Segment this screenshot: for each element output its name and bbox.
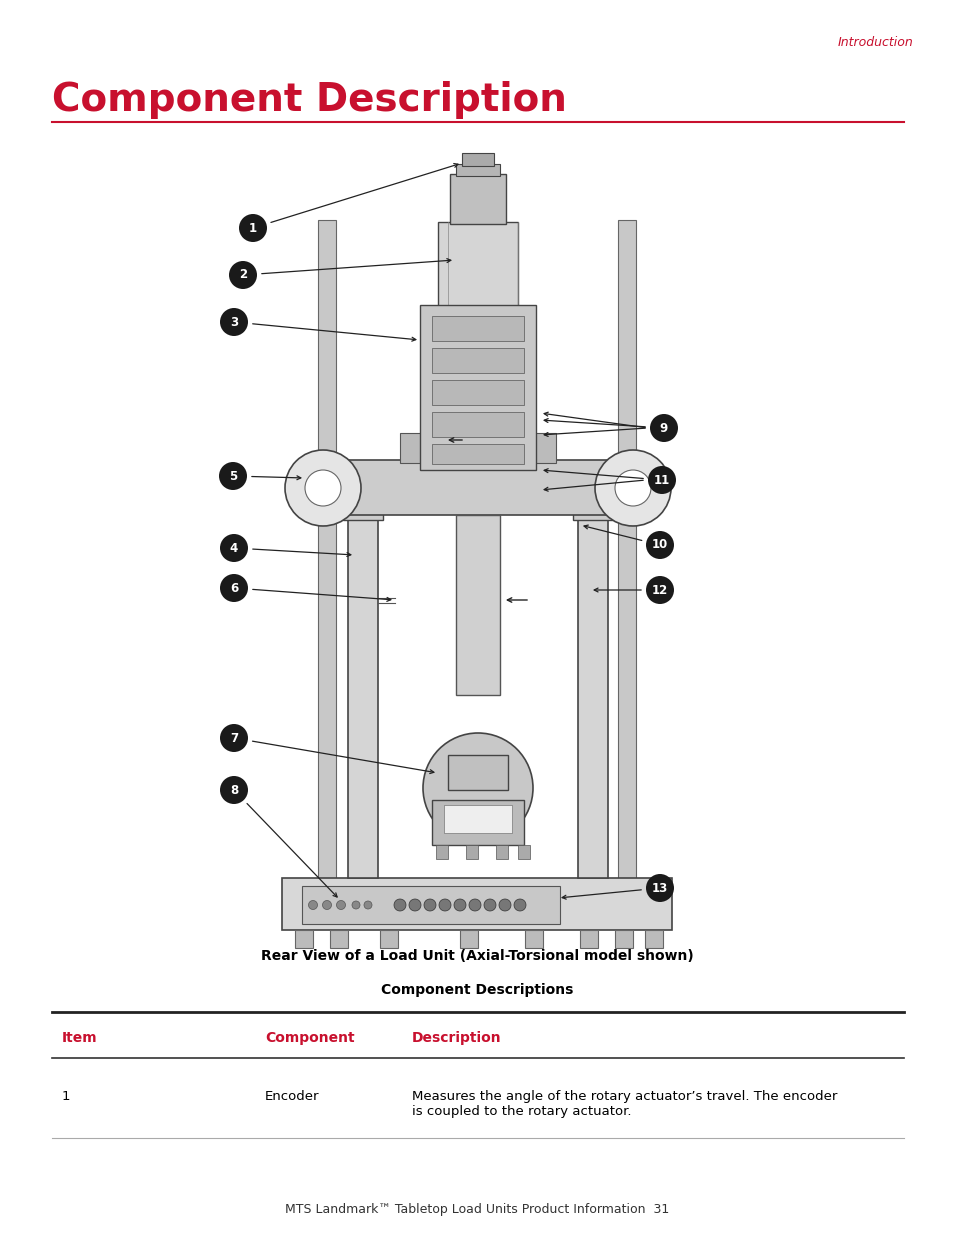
Text: Introduction: Introduction	[837, 36, 913, 48]
Circle shape	[364, 902, 372, 909]
Circle shape	[645, 874, 673, 902]
Circle shape	[615, 471, 650, 506]
Circle shape	[220, 776, 248, 804]
Bar	[432, 316, 523, 341]
Text: 9: 9	[659, 421, 667, 435]
Circle shape	[336, 900, 345, 909]
Circle shape	[595, 450, 670, 526]
Bar	[343, 508, 382, 520]
Bar	[432, 445, 523, 464]
Bar	[299, 459, 656, 515]
Bar	[348, 515, 377, 878]
Circle shape	[423, 899, 436, 911]
Text: 7: 7	[230, 731, 238, 745]
Bar	[456, 515, 499, 695]
Circle shape	[220, 724, 248, 752]
Text: Item: Item	[62, 1031, 97, 1045]
Circle shape	[454, 899, 465, 911]
Circle shape	[483, 899, 496, 911]
Circle shape	[322, 900, 331, 909]
Bar	[573, 508, 613, 520]
Bar	[450, 174, 505, 224]
Bar	[436, 845, 448, 860]
Text: 13: 13	[651, 882, 667, 894]
Text: 12: 12	[651, 583, 667, 597]
Circle shape	[645, 531, 673, 559]
Bar	[618, 220, 636, 881]
Bar	[432, 412, 523, 437]
Text: Description: Description	[412, 1031, 501, 1045]
Text: Component Description: Component Description	[52, 82, 566, 119]
Bar	[496, 845, 507, 860]
Bar	[432, 380, 523, 405]
Circle shape	[219, 462, 247, 490]
Bar	[282, 878, 671, 930]
Circle shape	[229, 261, 256, 289]
Bar	[432, 348, 523, 373]
Circle shape	[220, 534, 248, 562]
Circle shape	[394, 899, 406, 911]
Circle shape	[352, 902, 359, 909]
Bar	[517, 845, 530, 860]
Text: 5: 5	[229, 469, 237, 483]
Circle shape	[285, 450, 360, 526]
Bar	[615, 930, 633, 948]
Circle shape	[308, 900, 317, 909]
Bar	[432, 800, 523, 845]
Text: 6: 6	[230, 582, 238, 594]
Circle shape	[498, 899, 511, 911]
Bar	[461, 153, 494, 165]
Circle shape	[422, 734, 533, 844]
Circle shape	[469, 899, 480, 911]
Text: Measures the angle of the rotary actuator’s travel. The encoder
is coupled to th: Measures the angle of the rotary actuato…	[412, 1091, 837, 1118]
Circle shape	[220, 308, 248, 336]
Circle shape	[239, 214, 267, 242]
Circle shape	[409, 899, 420, 911]
Text: 11: 11	[653, 473, 669, 487]
Text: 4: 4	[230, 541, 238, 555]
Bar	[399, 433, 421, 463]
Circle shape	[514, 899, 525, 911]
Text: 3: 3	[230, 315, 238, 329]
Text: 10: 10	[651, 538, 667, 552]
Bar	[456, 164, 499, 177]
Text: Encoder: Encoder	[265, 1091, 319, 1103]
Text: MTS Landmark™ Tabletop Load Units Product Information  31: MTS Landmark™ Tabletop Load Units Produc…	[285, 1203, 668, 1216]
Bar	[330, 930, 348, 948]
Text: Rear View of a Load Unit (Axial-Torsional model shown): Rear View of a Load Unit (Axial-Torsiona…	[260, 948, 693, 963]
Text: Component Descriptions: Component Descriptions	[380, 983, 573, 997]
Bar	[379, 930, 397, 948]
Bar	[459, 930, 477, 948]
Bar	[317, 220, 335, 881]
Bar	[448, 755, 507, 790]
Bar	[437, 222, 517, 462]
Circle shape	[305, 471, 340, 506]
Bar	[578, 515, 607, 878]
Text: 1: 1	[249, 221, 256, 235]
Circle shape	[649, 414, 678, 442]
Text: 1: 1	[62, 1091, 71, 1103]
Bar	[644, 930, 662, 948]
Bar	[302, 885, 559, 924]
Circle shape	[438, 899, 451, 911]
Bar	[465, 845, 477, 860]
Text: Component: Component	[265, 1031, 355, 1045]
Circle shape	[220, 574, 248, 601]
Bar	[534, 433, 556, 463]
Circle shape	[647, 466, 676, 494]
Bar	[294, 930, 313, 948]
Circle shape	[645, 576, 673, 604]
Bar	[419, 305, 536, 471]
Bar	[524, 930, 542, 948]
Bar	[579, 930, 598, 948]
Bar	[443, 805, 512, 832]
Text: 2: 2	[238, 268, 247, 282]
Text: 8: 8	[230, 783, 238, 797]
